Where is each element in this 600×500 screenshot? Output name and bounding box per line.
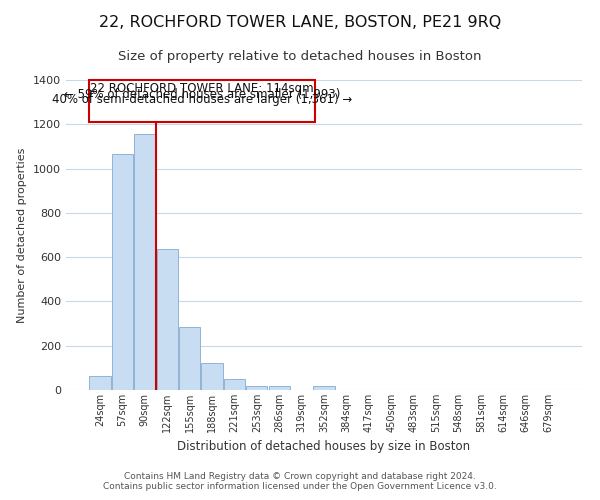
Text: 22 ROCHFORD TOWER LANE: 114sqm: 22 ROCHFORD TOWER LANE: 114sqm: [90, 82, 314, 95]
Text: Contains public sector information licensed under the Open Government Licence v3: Contains public sector information licen…: [103, 482, 497, 491]
Bar: [246, 386, 268, 390]
Bar: [89, 376, 111, 390]
Text: Contains HM Land Registry data © Crown copyright and database right 2024.: Contains HM Land Registry data © Crown c…: [124, 472, 476, 481]
Bar: [157, 250, 178, 390]
FancyBboxPatch shape: [89, 80, 315, 122]
Y-axis label: Number of detached properties: Number of detached properties: [17, 148, 28, 322]
Bar: [269, 386, 290, 390]
Text: 40% of semi-detached houses are larger (1,361) →: 40% of semi-detached houses are larger (…: [52, 94, 352, 106]
Bar: [112, 154, 133, 390]
Bar: [224, 380, 245, 390]
Text: ← 59% of detached houses are smaller (1,993): ← 59% of detached houses are smaller (1,…: [64, 88, 340, 101]
Bar: [313, 386, 335, 390]
X-axis label: Distribution of detached houses by size in Boston: Distribution of detached houses by size …: [178, 440, 470, 454]
Text: 22, ROCHFORD TOWER LANE, BOSTON, PE21 9RQ: 22, ROCHFORD TOWER LANE, BOSTON, PE21 9R…: [99, 15, 501, 30]
Bar: [134, 134, 155, 390]
Bar: [179, 327, 200, 390]
Text: Size of property relative to detached houses in Boston: Size of property relative to detached ho…: [118, 50, 482, 63]
Bar: [202, 364, 223, 390]
